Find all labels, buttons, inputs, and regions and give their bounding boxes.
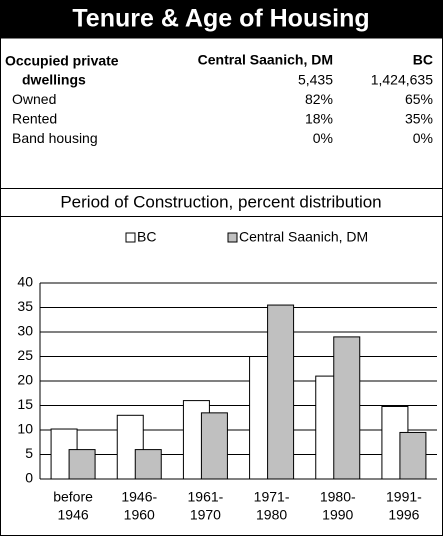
bar <box>200 412 228 480</box>
y-tick-label: 35 <box>17 298 33 314</box>
row-label: Occupied private <box>5 53 119 69</box>
bar <box>134 449 162 480</box>
cell: 65% <box>405 91 433 107</box>
legend-label: Central Saanich, DM <box>239 229 368 245</box>
cell: 5,435 <box>298 72 333 88</box>
x-tick-label: 1971- <box>254 489 290 505</box>
y-tick-label: 15 <box>17 396 33 412</box>
x-tick-label: 1980- <box>320 489 356 505</box>
bar <box>399 431 427 480</box>
y-tick-label: 40 <box>17 274 33 290</box>
x-tick-label: 1960 <box>124 507 155 523</box>
bar <box>267 304 295 480</box>
x-tick-label: 1970 <box>190 507 221 523</box>
bar <box>333 336 361 480</box>
x-tick-label: 1946- <box>121 489 157 505</box>
header-bar <box>0 0 443 38</box>
y-tick-label: 25 <box>17 347 33 363</box>
cell: 0% <box>313 130 333 146</box>
chart-title: Period of Construction, percent distribu… <box>60 192 381 211</box>
legend-label: BC <box>137 229 156 245</box>
row-label: dwellings <box>22 72 86 88</box>
x-tick-label: 1961- <box>188 489 224 505</box>
cell: 0% <box>413 130 433 146</box>
legend-swatch <box>227 232 238 243</box>
x-tick-label: 1980 <box>256 507 287 523</box>
row-label: Owned <box>12 91 56 107</box>
y-tick-label: 10 <box>17 421 33 437</box>
column-header: Central Saanich, DM <box>198 52 333 68</box>
row-label: Rented <box>12 111 57 127</box>
y-tick-label: 20 <box>17 372 33 388</box>
x-tick-label: 1990 <box>322 507 353 523</box>
cell: 1,424,635 <box>371 72 433 88</box>
header-title: Tenure & Age of Housing <box>72 5 369 33</box>
bar <box>68 449 96 480</box>
cell: 82% <box>305 91 333 107</box>
legend-swatch <box>125 232 136 243</box>
x-tick-label: 1996 <box>388 507 419 523</box>
y-tick-label: 5 <box>25 445 33 461</box>
cell: 35% <box>405 111 433 127</box>
x-tick-label: 1946 <box>58 507 89 523</box>
x-tick-label: 1991- <box>386 489 422 505</box>
x-tick-label: before <box>53 489 93 505</box>
column-header: BC <box>413 52 433 68</box>
y-tick-label: 30 <box>17 323 33 339</box>
y-tick-label: 0 <box>25 470 33 486</box>
cell: 18% <box>305 111 333 127</box>
row-label: Band housing <box>12 130 98 146</box>
